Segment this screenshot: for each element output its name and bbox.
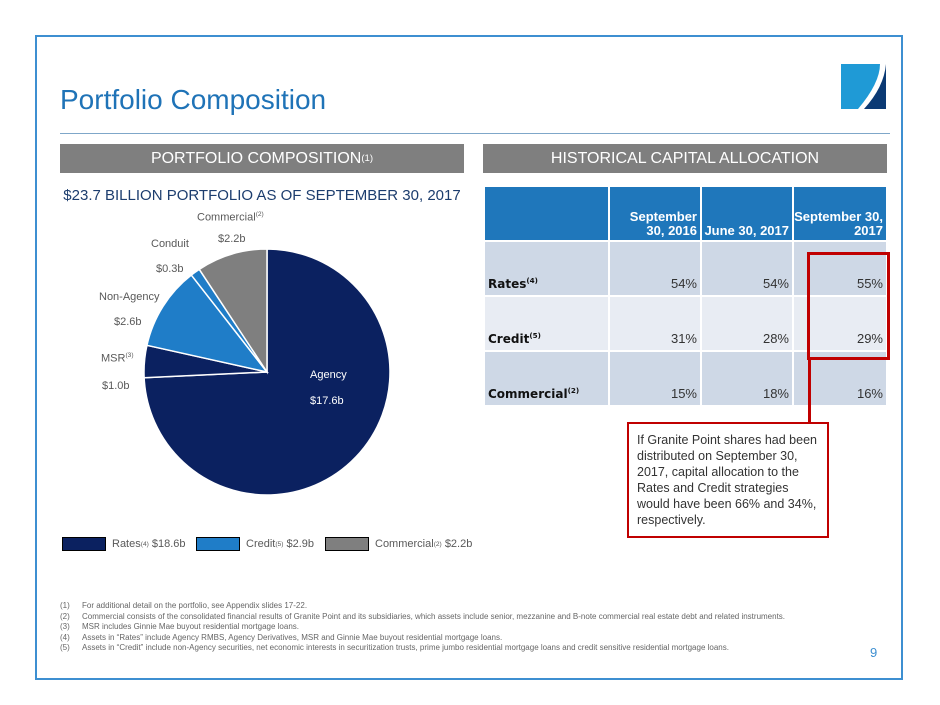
- footnote: (1) For additional detail on the portfoli…: [60, 601, 308, 610]
- page-title: Portfolio Composition: [60, 84, 327, 115]
- label-msr: MSR(3): [101, 352, 134, 365]
- row-label-commercial: Commercial(2): [485, 352, 608, 405]
- pie-slice-commercial: [198, 248, 268, 375]
- pie-title: $23.7 BILLION PORTFOLIO AS OF SEPTEMBER …: [63, 187, 461, 204]
- footnotes: (1) For additional detail on the portfoli…: [60, 601, 840, 654]
- footnote: (2) Commercial consists of the consolidat…: [60, 611, 786, 621]
- value-conduit: $0.3b: [156, 263, 184, 275]
- value-non-agency: $2.6b: [114, 316, 142, 328]
- table-cell: 54%: [610, 242, 700, 295]
- table-header-row: September 30, 2016 June 30, 2017 Septemb…: [485, 187, 886, 240]
- legend-swatch: [196, 537, 240, 551]
- pie-chart: [143, 248, 391, 496]
- highlight-box: [807, 252, 890, 360]
- footnote: (5) Assets in “Credit” include non-Agency…: [60, 643, 729, 652]
- table-cell: 54%: [702, 242, 792, 295]
- callout-connector: [808, 359, 811, 422]
- label-conduit: Conduit: [151, 238, 189, 250]
- callout-note: If Granite Point shares had been distrib…: [627, 422, 829, 538]
- company-logo: [841, 64, 886, 109]
- pie-slice-non-agency: [146, 273, 269, 374]
- table-cell: 31%: [610, 297, 700, 350]
- label-agency: Agency: [310, 369, 347, 381]
- legend-commercial: Commercial (2) $2.2b: [325, 537, 472, 551]
- table-cell: 15%: [610, 352, 700, 405]
- column-header: September 30, 2017: [794, 187, 886, 240]
- value-commercial: $2.2b: [218, 233, 246, 245]
- page-number: 9: [870, 645, 878, 660]
- table-row: Commercial(2) 15% 18% 16%: [485, 352, 886, 405]
- row-label-credit: Credit(5): [485, 297, 608, 350]
- capital-allocation-table: September 30, 2016 June 30, 2017 Septemb…: [483, 185, 888, 407]
- title-divider: [60, 133, 890, 134]
- column-header: September 30, 2016: [610, 187, 700, 240]
- historical-capital-allocation-header: HISTORICAL CAPITAL ALLOCATION: [483, 144, 887, 173]
- table-cell: 18%: [702, 352, 792, 405]
- label-commercial: Commercial(2): [197, 211, 264, 224]
- label-non-agency: Non-Agency: [99, 291, 160, 303]
- legend-swatch: [325, 537, 369, 551]
- value-agency: $17.6b: [310, 395, 344, 407]
- portfolio-composition-header: PORTFOLIO COMPOSITION (1): [60, 144, 464, 173]
- legend-rates: Rates (4) $18.6b: [62, 537, 186, 551]
- column-header: June 30, 2017: [702, 187, 792, 240]
- table-cell: 28%: [702, 297, 792, 350]
- value-msr: $1.0b: [102, 380, 130, 392]
- row-label-rates: Rates(4): [485, 242, 608, 295]
- slide-frame: [35, 35, 903, 680]
- legend-swatch: [62, 537, 106, 551]
- table-row: Rates(4) 54% 54% 55%: [485, 242, 886, 295]
- footnote: (3) MSR includes Ginnie Mae buyout reside…: [60, 622, 300, 631]
- legend-credit: Credit (5) $2.9b: [196, 537, 314, 551]
- footnote: (4) Assets in “Rates” include Agency RMBS…: [60, 632, 503, 642]
